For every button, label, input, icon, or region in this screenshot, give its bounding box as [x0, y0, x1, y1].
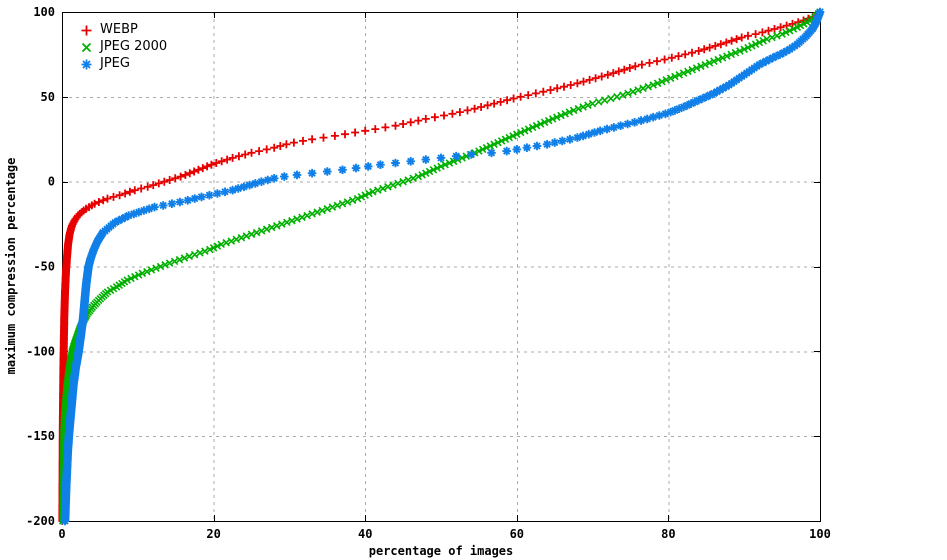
legend-label: JPEG	[100, 56, 130, 71]
asterisk-glyph	[81, 59, 92, 69]
y-axis-title: maximum compression percentage	[4, 157, 18, 375]
y-tick-label-50: 50	[41, 90, 55, 104]
y-tick-label-100: 100	[33, 5, 55, 19]
cross-glyph	[81, 42, 92, 52]
x-tick-label-80: 80	[661, 527, 675, 541]
x-tick-label-40: 40	[358, 527, 372, 541]
y-tick-label--50: -50	[33, 260, 55, 274]
y-tick-label--100: -100	[26, 344, 55, 358]
plus-glyph	[81, 25, 92, 35]
x-axis-title: percentage of images	[368, 544, 514, 558]
y-tick-label-0: 0	[48, 175, 55, 189]
asterisk-marker-icon	[81, 59, 92, 69]
legend: WEBP JPEG 2000 JPEG	[79, 22, 167, 72]
legend-item-jpeg: JPEG	[79, 56, 167, 72]
y-tick-label--150: -150	[26, 429, 55, 443]
tick-labels: 0 20 40 60 80 100 100 50 0 -50 -100 -150 -200	[26, 5, 831, 541]
x-tick-label-100: 100	[809, 527, 831, 541]
grid	[62, 12, 820, 521]
series-points-jpeg	[60, 7, 825, 526]
legend-item-webp: WEBP	[79, 22, 167, 38]
x-tick-label-0: 0	[58, 527, 65, 541]
cross-marker-icon	[81, 42, 92, 52]
legend-label: JPEG 2000	[100, 39, 168, 54]
x-tick-label-60: 60	[510, 527, 524, 541]
legend-item-jpeg-2000: JPEG 2000	[79, 39, 167, 55]
y-tick-label--200: -200	[26, 514, 55, 528]
plus-marker-icon	[81, 25, 92, 35]
legend-label: WEBP	[100, 22, 138, 37]
x-tick-label-20: 20	[206, 527, 220, 541]
